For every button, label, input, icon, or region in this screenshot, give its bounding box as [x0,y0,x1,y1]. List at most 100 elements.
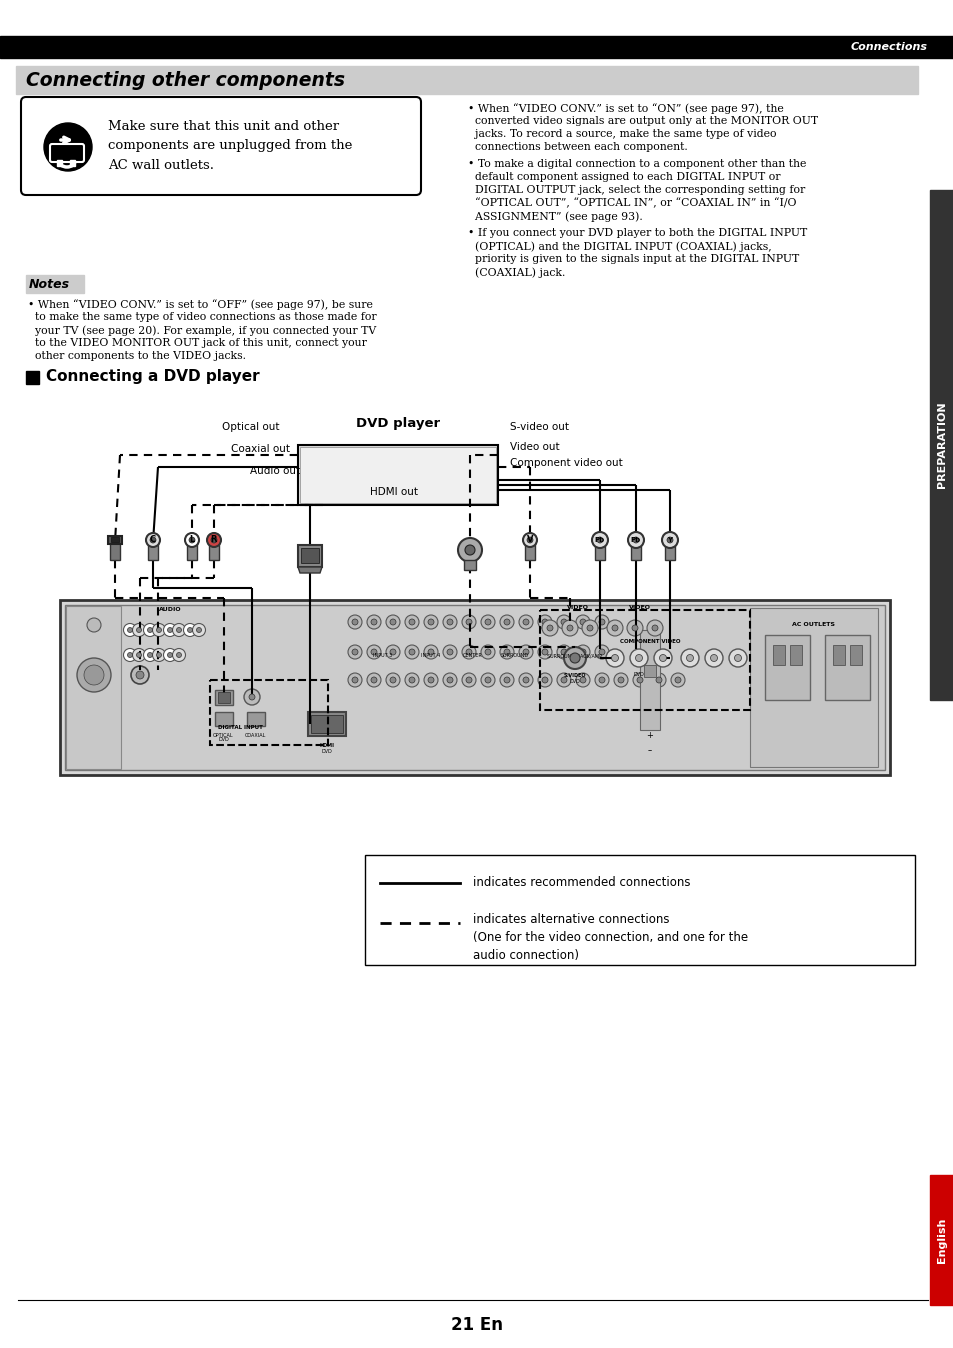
Circle shape [136,652,141,658]
Text: “OPTICAL OUT”, “OPTICAL IN”, or “COAXIAL IN” in “I/O: “OPTICAL OUT”, “OPTICAL IN”, or “COAXIAL… [468,198,796,209]
Circle shape [626,620,642,636]
Circle shape [592,532,607,549]
Text: DVD: DVD [218,737,229,741]
Circle shape [612,625,618,631]
Text: (COAXIAL) jack.: (COAXIAL) jack. [468,267,565,278]
Circle shape [207,532,221,547]
Text: HDMI out: HDMI out [370,487,417,497]
Bar [297,445,497,506]
Circle shape [728,648,746,667]
Text: indicates recommended connections: indicates recommended connections [473,876,690,890]
Text: SURROUND BACK/AMP: SURROUND BACK/AMP [547,652,602,658]
Bar [218,692,230,704]
Circle shape [447,648,453,655]
Circle shape [185,532,199,547]
Text: DIGITAL INPUT: DIGITAL INPUT [217,725,262,731]
Circle shape [557,615,571,630]
Circle shape [651,673,665,687]
Circle shape [461,673,476,687]
Text: S-video out: S-video out [510,422,568,431]
Circle shape [661,532,678,549]
Circle shape [156,652,161,658]
Circle shape [405,673,418,687]
Circle shape [77,658,111,692]
Circle shape [597,537,602,543]
Text: 21 En: 21 En [451,1316,502,1335]
Circle shape [193,624,205,636]
Circle shape [637,677,642,683]
Circle shape [172,648,185,662]
Bar [463,559,476,570]
Circle shape [367,644,380,659]
Circle shape [646,620,662,636]
Text: Audio out: Audio out [250,466,299,476]
Circle shape [176,628,181,632]
Circle shape [348,673,361,687]
Circle shape [352,677,357,683]
Text: AC OUTLETS: AC OUTLETS [792,621,835,627]
Circle shape [557,644,571,659]
Circle shape [348,644,361,659]
Circle shape [611,655,618,662]
Circle shape [561,620,578,636]
Circle shape [675,677,680,683]
Circle shape [499,644,514,659]
Circle shape [150,537,156,543]
Circle shape [537,644,552,659]
Bar [311,714,343,733]
Circle shape [390,677,395,683]
Text: C: C [150,535,156,545]
Circle shape [87,617,101,632]
Polygon shape [297,568,322,573]
Circle shape [461,644,476,659]
Circle shape [595,615,608,630]
Circle shape [560,677,566,683]
Circle shape [560,619,566,625]
Circle shape [618,677,623,683]
Bar [66,607,121,768]
Circle shape [442,673,456,687]
Circle shape [579,677,585,683]
Circle shape [461,615,476,630]
Circle shape [670,673,684,687]
Bar [60,600,889,775]
Circle shape [428,677,434,683]
Circle shape [537,673,552,687]
Circle shape [541,620,558,636]
Circle shape [518,673,533,687]
Circle shape [176,652,181,658]
Text: to make the same type of video connections as those made for: to make the same type of video connectio… [28,311,376,322]
Bar [772,644,784,665]
Circle shape [633,673,646,687]
Circle shape [168,652,172,658]
Text: • When “VIDEO CONV.” is set to “OFF” (see page 97), be sure: • When “VIDEO CONV.” is set to “OFF” (se… [28,299,373,310]
Circle shape [614,673,627,687]
Circle shape [136,628,141,632]
Circle shape [148,652,152,658]
Bar [308,712,346,736]
Circle shape [172,624,185,636]
Text: L: L [190,535,194,545]
Text: R: R [211,535,217,545]
Circle shape [211,537,216,543]
Text: Make sure that this unit and other
components are unplugged from the
AC wall out: Make sure that this unit and other compo… [108,120,352,173]
Circle shape [143,624,156,636]
Circle shape [526,537,533,543]
Circle shape [168,628,172,632]
Circle shape [84,665,104,685]
Text: Connecting a DVD player: Connecting a DVD player [46,369,259,384]
Circle shape [557,673,571,687]
Circle shape [128,628,132,632]
Text: Coaxial out: Coaxial out [231,443,290,454]
Circle shape [183,624,196,636]
Text: PREPARATION: PREPARATION [936,402,946,488]
Bar [595,542,604,559]
Circle shape [537,615,552,630]
Bar [214,712,233,727]
Circle shape [522,677,529,683]
Circle shape [428,648,434,655]
Bar [26,371,39,384]
Circle shape [629,648,647,667]
Circle shape [659,655,666,662]
Bar [57,160,62,166]
